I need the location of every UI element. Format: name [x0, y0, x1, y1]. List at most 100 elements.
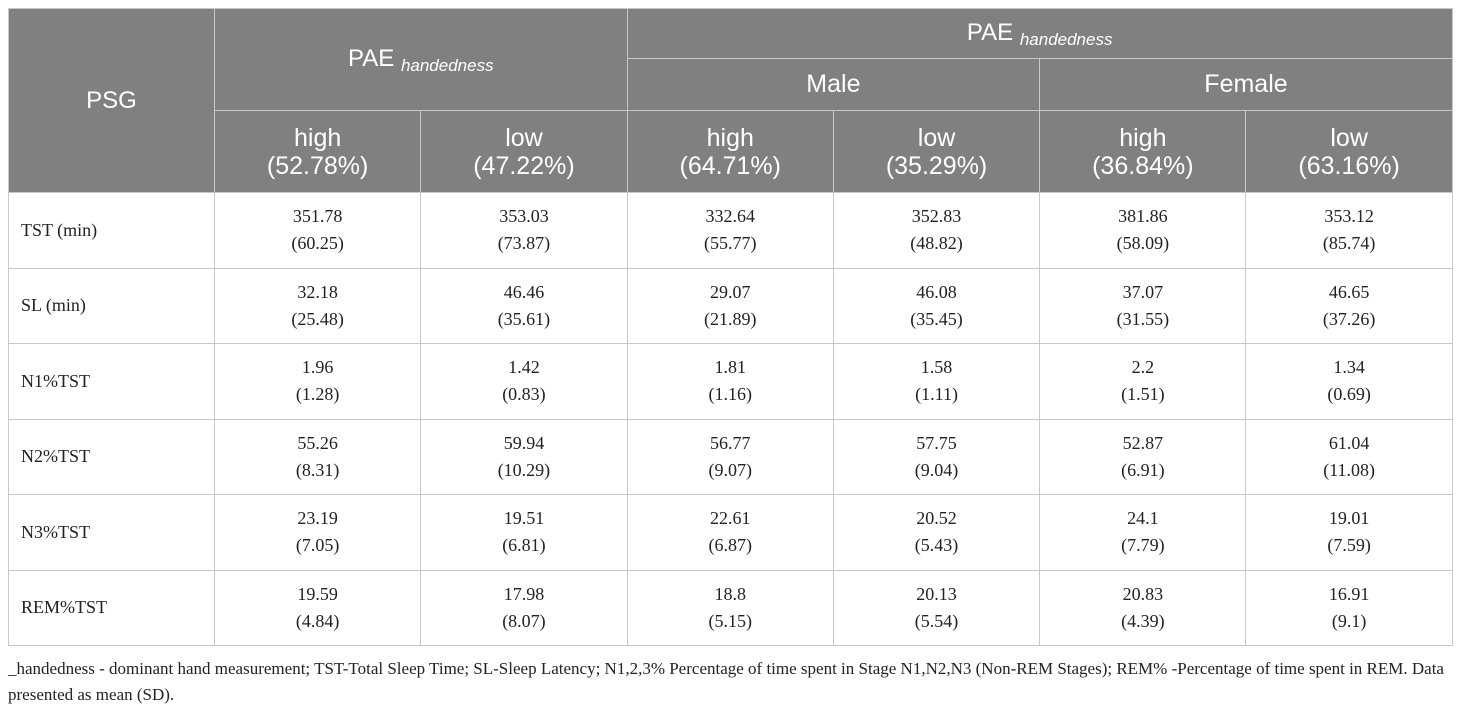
row-label: N3%TST	[8, 494, 215, 571]
cell-sd: (35.61)	[497, 308, 551, 329]
cell-sd: (0.69)	[1327, 384, 1371, 405]
cell-sd: (25.48)	[291, 308, 344, 329]
data-cell: 1.42 (0.83)	[420, 343, 628, 420]
cell-sd: (55.77)	[703, 233, 757, 254]
group-header-high: high (52.78%)	[213, 110, 422, 193]
row-label: REM%TST	[8, 569, 215, 646]
data-cell: 16.91 (9.1)	[1245, 569, 1453, 646]
cell-sd: (8.31)	[295, 459, 340, 480]
data-cell: 57.75 (9.04)	[832, 418, 1041, 495]
table-row: SL (min) 32.18 (25.48) 46.46 (35.61) 29.07 (21…	[8, 267, 1453, 344]
pae-handedness-header-overall: PAE handedness	[214, 8, 628, 111]
cell-mean: 352.83	[911, 206, 962, 227]
group-level: high	[706, 123, 754, 152]
pae-subscript: handedness	[1019, 29, 1113, 49]
data-cell: 59.94 (10.29)	[420, 418, 628, 495]
cell-mean: 332.64	[705, 206, 755, 227]
data-cell: 56.77 (9.07)	[626, 418, 834, 495]
cell-sd: (9.1)	[1331, 610, 1367, 631]
group-percentage: (35.29%)	[885, 151, 988, 180]
cell-mean: 19.01	[1328, 508, 1370, 529]
cell-sd: (21.89)	[703, 308, 757, 329]
row-label: N2%TST	[8, 418, 215, 495]
data-cell: 46.08 (35.45)	[832, 267, 1041, 344]
cell-sd: (37.26)	[1322, 308, 1376, 329]
female-header: Female	[1039, 58, 1453, 111]
cell-mean: 1.58	[920, 357, 953, 378]
cell-sd: (1.51)	[1121, 384, 1165, 405]
cell-sd: (11.08)	[1323, 459, 1376, 480]
table-body: TST (min) 351.78 (60.25) 353.03 (73.87) 332.6…	[8, 192, 1453, 646]
data-cell: 332.64 (55.77)	[626, 192, 834, 269]
psg-table: PSG PAE handedness PAE handedness Male F…	[8, 8, 1453, 646]
cell-mean: 57.75	[916, 432, 957, 453]
data-cell: 17.98 (8.07)	[420, 569, 628, 646]
cell-mean: 52.87	[1122, 432, 1164, 453]
cell-mean: 353.03	[499, 206, 549, 227]
row-label: SL (min)	[8, 267, 215, 344]
pae-label: PAE	[348, 44, 395, 72]
table-row: TST (min) 351.78 (60.25) 353.03 (73.87) 332.6…	[8, 192, 1453, 269]
cell-sd: (8.07)	[502, 610, 546, 631]
group-header-low: low (35.29%)	[832, 110, 1041, 193]
cell-mean: 20.83	[1122, 583, 1164, 604]
cell-sd: (6.91)	[1121, 459, 1165, 480]
cell-sd: (7.05)	[295, 535, 340, 556]
cell-sd: (31.55)	[1116, 308, 1170, 329]
data-cell: 46.46 (35.61)	[420, 267, 628, 344]
cell-sd: (6.81)	[502, 535, 546, 556]
data-cell: 23.19 (7.05)	[213, 494, 422, 571]
cell-sd: (60.25)	[291, 233, 344, 254]
data-cell: 20.83 (4.39)	[1039, 569, 1247, 646]
cell-mean: 16.91	[1328, 583, 1370, 604]
data-cell: 37.07 (31.55)	[1039, 267, 1247, 344]
cell-mean: 29.07	[709, 281, 751, 302]
cell-mean: 46.08	[916, 281, 957, 302]
cell-sd: (7.79)	[1121, 535, 1165, 556]
cell-sd: (85.74)	[1322, 233, 1376, 254]
cell-mean: 353.12	[1324, 206, 1374, 227]
male-header: Male	[626, 58, 1041, 111]
group-percentage: (36.84%)	[1092, 151, 1194, 180]
table-row: N3%TST 23.19 (7.05) 19.51 (6.81) 22.61 (6.87) 2…	[8, 494, 1453, 571]
data-cell: 352.83 (48.82)	[832, 192, 1041, 269]
cell-mean: 351.78	[292, 206, 343, 227]
group-header-low: low (47.22%)	[420, 110, 628, 193]
group-level: low	[1330, 123, 1368, 152]
cell-sd: (35.45)	[910, 308, 963, 329]
table-row: REM%TST 19.59 (4.84) 17.98 (8.07) 18.8 (5.15) 2…	[8, 569, 1453, 646]
cell-mean: 1.96	[301, 357, 334, 378]
data-cell: 1.96 (1.28)	[213, 343, 422, 420]
cell-mean: 61.04	[1328, 432, 1370, 453]
group-percentage: (47.22%)	[473, 151, 575, 180]
cell-mean: 46.65	[1328, 281, 1370, 302]
data-cell: 32.18 (25.48)	[213, 267, 422, 344]
cell-sd: (5.15)	[708, 610, 752, 631]
cell-sd: (58.09)	[1116, 233, 1170, 254]
group-header-low: low (63.16%)	[1245, 110, 1453, 193]
group-percentage: (64.71%)	[679, 151, 781, 180]
cell-mean: 24.1	[1127, 508, 1159, 529]
data-cell: 46.65 (37.26)	[1245, 267, 1453, 344]
data-cell: 52.87 (6.91)	[1039, 418, 1247, 495]
data-cell: 2.2 (1.51)	[1039, 343, 1247, 420]
row-label: TST (min)	[8, 192, 215, 269]
cell-mean: 19.51	[503, 508, 545, 529]
data-cell: 22.61 (6.87)	[626, 494, 834, 571]
cell-sd: (4.39)	[1121, 610, 1165, 631]
data-cell: 1.58 (1.11)	[832, 343, 1041, 420]
data-cell: 1.81 (1.16)	[626, 343, 834, 420]
cell-mean: 20.13	[916, 583, 957, 604]
cell-sd: (4.84)	[295, 610, 340, 631]
data-cell: 353.03 (73.87)	[420, 192, 628, 269]
cell-mean: 59.94	[503, 432, 545, 453]
row-label: N1%TST	[8, 343, 215, 420]
cell-sd: (5.54)	[914, 610, 959, 631]
cell-sd: (10.29)	[497, 459, 551, 480]
cell-mean: 23.19	[297, 508, 338, 529]
data-cell: 29.07 (21.89)	[626, 267, 834, 344]
cell-sd: (7.59)	[1327, 535, 1371, 556]
cell-mean: 18.8	[714, 583, 746, 604]
cell-mean: 2.2	[1131, 357, 1155, 378]
data-cell: 19.51 (6.81)	[420, 494, 628, 571]
